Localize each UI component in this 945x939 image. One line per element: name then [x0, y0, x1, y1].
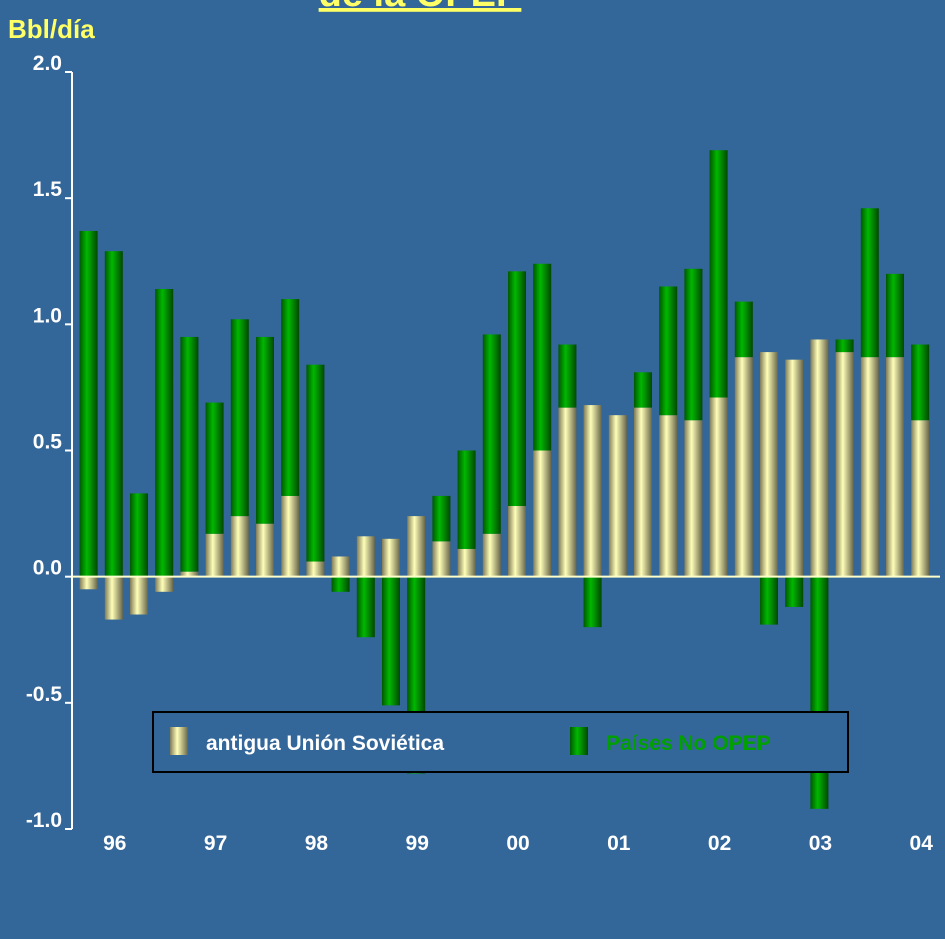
bar [860, 357, 879, 577]
y-tick-label: 0.5 [33, 431, 63, 454]
bar [634, 372, 652, 408]
bar [281, 299, 300, 496]
bar [482, 533, 501, 577]
bar [79, 576, 98, 590]
bar [79, 230, 98, 577]
bar [205, 533, 224, 577]
x-tick-label: 99 [406, 832, 429, 855]
bar [835, 339, 854, 353]
bar [306, 561, 325, 577]
bar [457, 548, 476, 577]
y-axis-label: Bbl/día [8, 14, 95, 44]
bar [432, 541, 451, 577]
y-tick-label: -1.0 [26, 809, 62, 832]
bar [356, 576, 375, 638]
bar [860, 208, 879, 358]
bar [911, 344, 930, 421]
bar [432, 495, 451, 542]
bar [230, 319, 249, 517]
bar [634, 407, 652, 577]
bar [482, 334, 501, 534]
y-tick-label: 1.0 [33, 304, 62, 327]
legend-label: antigua Unión Soviética [206, 732, 444, 755]
bar [230, 516, 249, 577]
bar [810, 339, 829, 577]
bar [331, 576, 350, 592]
bar [886, 273, 904, 358]
bar [558, 407, 577, 577]
bar [709, 150, 728, 398]
bar [457, 450, 476, 549]
x-tick-label: 98 [305, 832, 329, 855]
bar [508, 271, 526, 507]
bar [810, 576, 829, 809]
bar [533, 450, 552, 577]
bar [104, 251, 123, 577]
bar [659, 286, 678, 416]
bar [785, 576, 804, 607]
bar [558, 344, 577, 408]
bar [155, 289, 174, 577]
bar [785, 359, 804, 577]
x-tick-label: 02 [708, 832, 731, 855]
bar [886, 357, 904, 577]
bar [911, 420, 930, 577]
x-tick-label: 97 [204, 832, 227, 855]
bar [659, 415, 678, 577]
y-tick-label: 0.0 [33, 557, 62, 580]
bar [684, 420, 703, 577]
y-tick-label: 2.0 [33, 52, 62, 75]
bar [734, 357, 753, 577]
bar [281, 495, 300, 577]
bar [382, 538, 400, 577]
legend-box [152, 711, 849, 773]
bar [356, 536, 375, 577]
bar [583, 405, 602, 577]
bar [256, 336, 274, 524]
bar [760, 576, 778, 625]
x-tick-label: 01 [607, 832, 631, 855]
x-tick-label: 03 [809, 832, 832, 855]
bar [306, 364, 325, 562]
bar [104, 576, 123, 620]
bar [155, 576, 174, 592]
bar [382, 576, 400, 706]
bar [331, 556, 350, 577]
x-tick-label: 96 [103, 832, 126, 855]
bar [130, 493, 148, 577]
bar [684, 268, 703, 421]
y-tick-label: -0.5 [26, 683, 63, 706]
bar [734, 301, 753, 358]
bar [608, 415, 627, 577]
bar [760, 352, 778, 577]
bar [130, 576, 148, 615]
bar [407, 516, 426, 577]
bar [256, 523, 274, 577]
bar [180, 336, 199, 572]
legend-swatch [570, 727, 588, 755]
bar [533, 263, 552, 451]
bar [583, 576, 602, 628]
bar [835, 352, 854, 577]
bar [709, 397, 728, 577]
chart-title: de la OPEP [319, 0, 522, 15]
bar [180, 571, 199, 577]
legend-swatch [170, 727, 188, 755]
bar [205, 402, 224, 534]
bar [508, 506, 526, 577]
x-tick-label: 00 [506, 832, 529, 855]
legend-label: Países No OPEP [606, 732, 771, 755]
x-tick-label: 04 [910, 832, 934, 855]
y-tick-label: 1.5 [33, 178, 63, 201]
